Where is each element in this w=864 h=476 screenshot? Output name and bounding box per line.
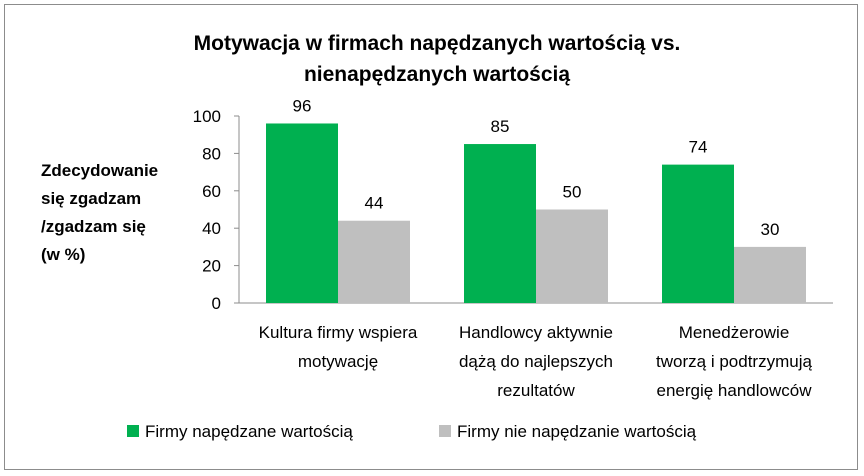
legend: Firmy napędzane wartością Firmy nie napęd… xyxy=(127,422,697,441)
legend-swatch xyxy=(439,425,451,437)
category-label: rezultatów xyxy=(497,381,575,400)
y-axis-ticks: 0 20 40 60 80 100 xyxy=(193,107,239,313)
y-axis-label-line: (w %) xyxy=(41,245,85,264)
category-label: Kultura firmy wspiera xyxy=(259,323,418,342)
y-axis-label-line: Zdecydowanie xyxy=(41,161,158,180)
bars xyxy=(266,123,806,303)
y-tick-label: 100 xyxy=(193,107,221,126)
y-axis-label: Zdecydowanie się zgadzam/zgadzam się (w %) xyxy=(41,161,158,264)
category-label: Handlowcy aktywnie xyxy=(459,323,613,342)
data-label: 30 xyxy=(761,220,780,239)
chart-svg: Motywacja w firmach napędzanych wartości… xyxy=(41,32,833,441)
chart-title: Motywacja w firmach napędzanych wartości… xyxy=(194,32,681,86)
bar-value-driven xyxy=(662,164,734,303)
category-labels: Kultura firmy wspiera motywację Handlowcy … xyxy=(259,323,813,400)
y-tick-label: 0 xyxy=(212,294,221,313)
bar-non-value-driven xyxy=(338,220,410,303)
legend-entry: Firmy nie napędzanie wartością xyxy=(457,422,697,441)
category-label: Menedżerowie xyxy=(679,323,790,342)
bar-non-value-driven xyxy=(734,246,806,303)
legend-swatch xyxy=(127,425,139,437)
data-label: 44 xyxy=(365,194,384,213)
data-label: 50 xyxy=(563,183,582,202)
data-label: 96 xyxy=(293,96,312,115)
data-label: 85 xyxy=(491,117,510,136)
category-label: tworzą i podtrzymują xyxy=(656,352,812,371)
y-axis-label-line: /zgadzam się xyxy=(41,217,146,236)
data-label: 74 xyxy=(689,138,708,157)
chart-frame: Motywacja w firmach napędzanych wartości… xyxy=(4,4,858,470)
category-label: energię handlowców xyxy=(657,381,813,400)
chart-title-line: Motywacja w firmach napędzanych wartości… xyxy=(194,32,681,55)
bar-value-driven xyxy=(464,144,536,303)
data-labels: 96 44 85 50 74 30 xyxy=(293,96,780,238)
y-tick-label: 40 xyxy=(202,219,221,238)
category-label: dążą do najlepszych xyxy=(459,352,613,371)
y-tick-label: 60 xyxy=(202,182,221,201)
y-axis-label-line: się zgadzam xyxy=(41,189,141,208)
y-tick-label: 80 xyxy=(202,144,221,163)
bar-value-driven xyxy=(266,123,338,303)
legend-entry: Firmy napędzane wartością xyxy=(145,422,353,441)
bar-non-value-driven xyxy=(536,209,608,303)
chart-title-line: nienapędzanych wartością xyxy=(304,63,570,86)
y-tick-label: 20 xyxy=(202,257,221,276)
category-label: motywację xyxy=(298,352,378,371)
